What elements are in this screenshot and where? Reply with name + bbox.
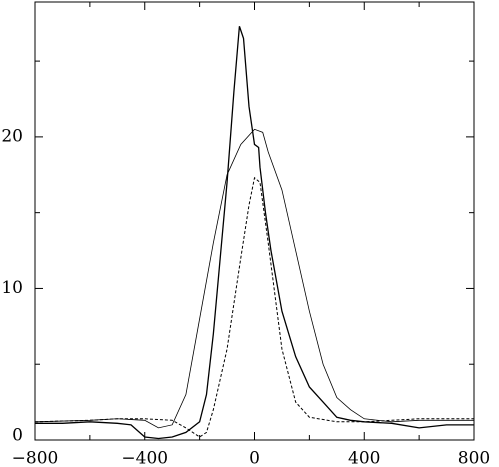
y-tick-label: 20 <box>1 126 23 146</box>
x-tick-label: 400 <box>348 449 380 467</box>
series-line <box>34 128 474 429</box>
plot-frame <box>34 1 475 441</box>
x-tick-label: 800 <box>458 449 490 467</box>
series-line <box>34 176 474 438</box>
series-line <box>35 26 474 440</box>
y-tick-label: 10 <box>1 278 23 298</box>
x-tick-label: −400 <box>121 449 168 467</box>
x-tick-label: −800 <box>12 449 59 467</box>
y-tick-label: 0 <box>12 426 23 446</box>
x-tick-label: 0 <box>249 449 260 467</box>
